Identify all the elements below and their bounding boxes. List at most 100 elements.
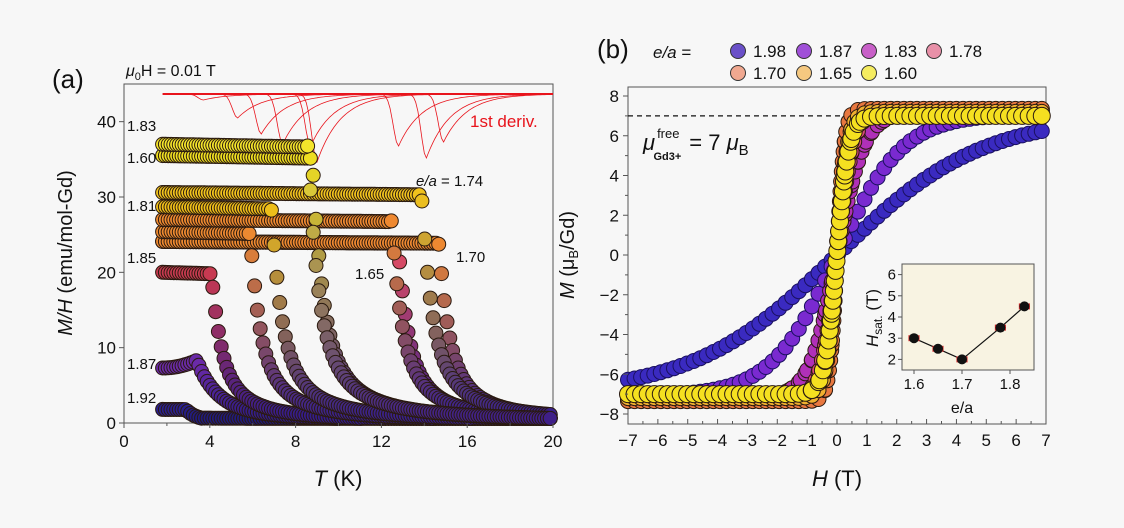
mh-loop-points [619, 100, 1051, 410]
data-point [434, 266, 449, 282]
x-tick-label: 20 [544, 432, 563, 451]
inset-point [957, 354, 967, 365]
inset-hsat: 1.6 1.7 1.8 2 3 4 5 6 Hsat. (T) e/a [863, 263, 1035, 417]
inset-point [933, 343, 943, 354]
panel-a: (a) μ0H = 0.01 T 0 4 8 12 16 20 0 10 20 30 40 1.83… [52, 63, 562, 491]
data-point [383, 213, 399, 229]
data-point [244, 248, 260, 264]
panel-b-label: (b) [597, 34, 629, 64]
data-point [305, 167, 321, 183]
data-point [314, 302, 330, 318]
series-labels-a: 1.83 1.60 1.81 1.70 1.65 1.85 1.87 1.92 [127, 118, 485, 407]
inset-y-tick-label: 2 [888, 351, 896, 368]
inset-xlabel: e/a [951, 400, 973, 417]
data-point [425, 310, 441, 326]
data-point [247, 278, 263, 294]
free-moment-label: μ free Gd3+= 7 μB [642, 126, 749, 163]
a-ylabel: M/H (emu/mol-Gd) [55, 170, 77, 336]
legend-marker [730, 43, 746, 59]
legend: 1.98 1.87 1.83 1.78 1.70 1.65 1.60 [730, 42, 982, 83]
x-tick-label: 4 [205, 432, 214, 451]
legend-item-1.98: 1.98 [730, 42, 786, 61]
data-point [208, 304, 224, 320]
data-point [272, 295, 288, 310]
plot-b-axes: −7 −6 −5 −4 −3 −2 −1 0 1 2 3 4 5 6 7 −8 −6 −4 −2 0 2 4 6 8 [600, 87, 1051, 450]
x-tick-label: −5 [678, 431, 697, 450]
inset-x-tick-label: 1.7 [952, 376, 973, 393]
data-point [300, 138, 316, 154]
y-tick-label: 4 [610, 167, 619, 186]
x-tick-label: 5 [982, 431, 991, 450]
series-1.83 [155, 136, 558, 426]
legend-marker [926, 43, 942, 59]
y-tick-label: −6 [600, 365, 619, 384]
data-point [542, 410, 558, 426]
data-point [417, 231, 433, 247]
data-point [302, 182, 318, 198]
legend-label: 1.83 [884, 42, 917, 61]
legend-item-1.65: 1.65 [796, 64, 852, 83]
data-point [311, 283, 327, 299]
inset-x-tick-label: 1.8 [1000, 376, 1021, 393]
data-point [210, 324, 226, 339]
inset-point [1019, 301, 1030, 312]
x-tick-label: −7 [618, 431, 637, 450]
data-point [1032, 106, 1051, 125]
legend-marker [730, 65, 746, 81]
legend-marker [861, 65, 877, 81]
x-tick-label: 12 [372, 432, 391, 451]
data-point [275, 314, 290, 330]
panel-b: (b) e/a = 1.98 1.87 1.83 1.781.70 1.65 1.60 −… [557, 34, 1051, 491]
data-point [266, 237, 282, 253]
legend-marker [796, 65, 812, 81]
legend-label: 1.98 [753, 42, 786, 61]
series-label-1.83: 1.83 [127, 118, 156, 135]
data-point [414, 193, 430, 209]
data-point [439, 314, 455, 330]
y-tick-label: −4 [600, 326, 619, 345]
legend-label: 1.87 [819, 42, 852, 61]
y-tick-label: 8 [610, 87, 619, 106]
legend-marker [796, 43, 812, 59]
y-tick-label: 0 [610, 246, 619, 265]
inset-y-tick-label: 4 [888, 309, 896, 326]
x-tick-label: 4 [952, 431, 961, 450]
y-tick-label: 30 [97, 188, 116, 207]
data-point [420, 264, 435, 280]
data-point [269, 269, 285, 285]
x-tick-label: 0 [119, 432, 128, 451]
field-label: μ0H = 0.01 T [125, 63, 216, 83]
legend-item-1.83: 1.83 [861, 42, 917, 61]
x-tick-label: −6 [648, 431, 667, 450]
y-tick-label: 40 [97, 113, 116, 132]
y-tick-label: 0 [107, 414, 116, 433]
x-tick-label: 0 [832, 431, 841, 450]
legend-title: e/a = [653, 43, 691, 62]
plot-a-axes: 0 4 8 12 16 20 0 10 20 30 40 [97, 113, 562, 451]
data-point [389, 276, 405, 292]
inset-points [908, 301, 1030, 365]
derivative-curves [162, 93, 553, 164]
data-point [252, 321, 268, 337]
y-tick-label: −2 [600, 286, 619, 305]
inset-x-tick-label: 1.6 [904, 376, 925, 393]
x-tick-label: 8 [291, 432, 300, 451]
data-point [422, 290, 438, 306]
y-tick-label: 2 [610, 206, 619, 225]
y-tick-label: 6 [610, 127, 619, 146]
legend-item-1.60: 1.60 [861, 64, 917, 83]
ea-annotation: e/a = 1.74 [416, 173, 483, 190]
data-point [249, 302, 265, 318]
legend-label: 1.70 [753, 64, 786, 83]
inset-y-tick-label: 5 [888, 288, 896, 305]
series-1.60 [619, 106, 1051, 404]
a-xlabel: T (K) [314, 466, 363, 491]
x-tick-label: 1 [862, 431, 871, 450]
x-tick-label: 2 [892, 431, 901, 450]
y-tick-label: −8 [600, 405, 619, 424]
data-point [392, 300, 408, 316]
series-label-1.92: 1.92 [127, 390, 156, 407]
mh-data-points [155, 136, 558, 426]
x-tick-label: −2 [768, 431, 787, 450]
x-tick-label: −4 [708, 431, 727, 450]
